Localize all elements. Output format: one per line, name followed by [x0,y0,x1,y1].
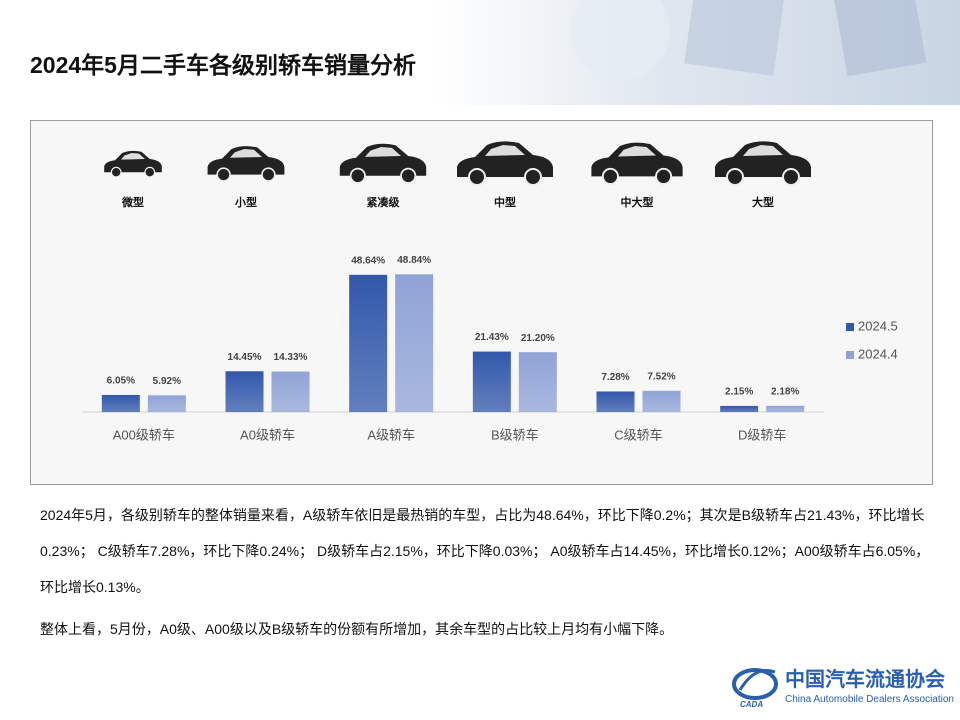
car-window [743,145,783,156]
bar [720,405,759,412]
car-icon [339,143,427,184]
car-wheel [524,168,542,186]
value-label: 7.28% [601,372,629,383]
value-label: 2.18% [771,386,799,397]
header-decoration [570,0,927,80]
value-label: 21.43% [475,332,509,343]
car-wheel [655,167,673,185]
car-label: 大型 [752,195,774,209]
value-label: 7.52% [647,371,675,382]
car-window [121,153,145,160]
bar [642,390,681,412]
x-tick-label: B级轿车 [491,427,539,442]
bar [395,274,434,412]
car-label: 中大型 [621,195,654,209]
bar [225,371,264,412]
legend-swatch [846,323,854,331]
logo-mark [738,669,776,691]
legend-label: 2024.5 [858,318,898,333]
x-tick-label: D级轿车 [738,427,786,442]
logo-name-cn: 中国汽车流通协会 [785,667,945,691]
logo-mark [732,668,778,700]
car-window [485,145,525,156]
car-body [591,142,683,177]
bar [101,394,140,412]
car-icon [457,141,553,186]
slide-title: 2024年5月二手车各级别轿车销量分析 [30,52,416,78]
bar [472,351,511,412]
logo-abbr: CADA [740,700,763,709]
car-body [104,150,162,173]
legend-swatch [846,351,854,359]
car-window [618,146,656,157]
car-icon [104,150,162,178]
logo: CADA 中国汽车流通协会 China Automobile Dealers A… [732,667,954,709]
chart: 微型 小型 紧凑级 中型 中大型 大型 A00级轿车 6.05% 5.92% A0级轿车 14.45… [30,120,933,485]
bar [271,371,310,412]
car-label: 中型 [494,195,516,209]
car-body [207,146,285,175]
x-tick-label: C级轿车 [614,427,662,442]
car-wheel [468,168,486,186]
car-label: 微型 [121,195,144,209]
car-label: 小型 [234,195,257,209]
paragraph: 整体上看，5月份，A0级、A00级以及B级轿车的份额有所增加，其余车型的占比较上… [40,621,674,637]
value-label: 2.15% [725,387,753,398]
bar [518,352,557,412]
car-wheel [261,167,276,182]
car-window [365,147,401,157]
bar [349,274,388,412]
car-wheel [349,167,366,184]
car-icon [715,141,811,186]
car-body [339,143,427,176]
car-window [230,149,262,158]
x-tick-label: A0级轿车 [240,427,295,442]
car-wheel [782,168,800,186]
logo-name-en: China Automobile Dealers Association [785,694,954,705]
car-wheel [400,167,417,184]
value-label: 21.20% [521,333,555,344]
car-icon [591,142,683,185]
bar [596,391,635,412]
bar [766,405,805,412]
header-band: 2024年5月二手车各级别轿车销量分析 [0,0,960,105]
car-wheel [601,167,619,185]
body-text: 2024年5月，各级别轿车的整体销量来看，A级轿车依旧是最热销的车型，占比为48… [40,497,930,653]
legend-label: 2024.4 [858,346,898,361]
car-icon [207,146,285,182]
value-label: 48.84% [397,255,431,266]
bar [147,395,186,412]
value-label: 14.33% [274,352,308,363]
car-body [715,141,811,177]
car-body [457,141,553,177]
car-wheel [144,166,156,178]
value-label: 48.64% [351,255,385,266]
value-label: 5.92% [153,376,181,387]
value-label: 6.05% [107,376,135,387]
x-tick-label: A级轿车 [367,427,415,442]
x-tick-label: A00级轿车 [113,427,175,442]
car-wheel [726,168,744,186]
value-label: 14.45% [228,352,262,363]
car-label: 紧凑级 [367,195,401,209]
car-wheel [110,166,122,178]
paragraph: 2024年5月，各级别轿车的整体销量来看，A级轿车依旧是最热销的车型，占比为48… [40,507,930,595]
car-wheel [216,167,231,182]
